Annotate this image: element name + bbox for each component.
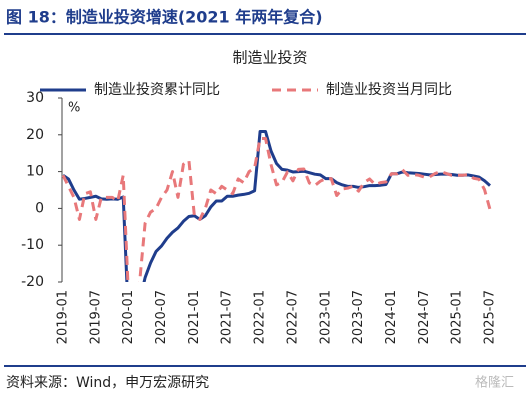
x-tick-label: 2020-01 [121, 290, 136, 344]
y-tick-label: 20 [26, 127, 44, 143]
x-tick-label: 2020-07 [154, 290, 169, 344]
y-tick-label: -20 [21, 274, 44, 290]
y-tick-label: 30 [26, 90, 44, 106]
chart-title: 制造业投资 [232, 49, 307, 67]
series-line [61, 136, 492, 282]
x-tick-label: 2025-01 [450, 290, 465, 344]
x-tick-label: 2025-07 [483, 290, 498, 344]
legend-label: 制造业投资累计同比 [94, 82, 220, 98]
x-tick-label: 2022-01 [253, 290, 268, 344]
x-tick-label: 2021-07 [220, 290, 235, 344]
x-tick-label: 2019-01 [56, 290, 71, 344]
source: 资料来源：Wind，申万宏源研究 [6, 375, 209, 391]
x-tick-label: 2024-01 [384, 290, 399, 344]
y-unit: % [68, 101, 80, 116]
y-tick-label: 10 [26, 164, 44, 180]
series-line [62, 129, 491, 282]
legend-label: 制造业投资当月同比 [326, 82, 452, 98]
x-tick-label: 2022-07 [285, 290, 300, 344]
figure-title: 图 18：制造业投资增速(2021 年两年复合) [6, 8, 323, 27]
x-tick-label: 2023-07 [351, 290, 366, 344]
plot-area [61, 129, 492, 282]
y-tick-label: -10 [21, 237, 44, 253]
y-tick-label: 0 [35, 200, 44, 216]
x-tick-label: 2021-01 [187, 290, 202, 344]
x-tick-label: 2019-07 [88, 290, 103, 344]
x-tick-label: 2024-07 [417, 290, 432, 344]
watermark: 格隆汇 [475, 375, 514, 391]
x-tick-label: 2023-01 [318, 290, 333, 344]
